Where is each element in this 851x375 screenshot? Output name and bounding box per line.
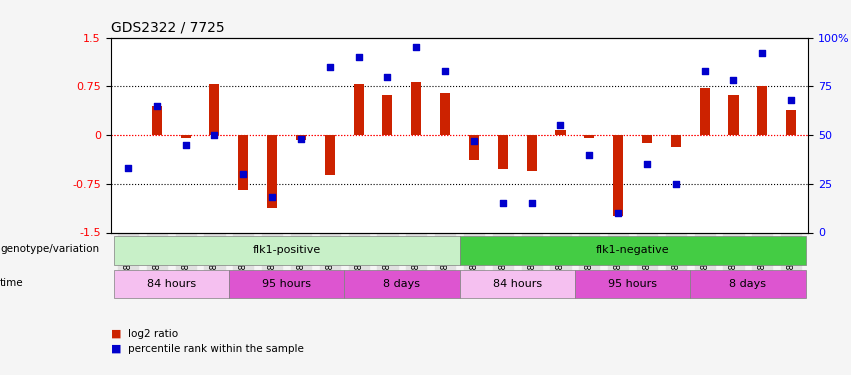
FancyBboxPatch shape	[690, 270, 806, 298]
FancyBboxPatch shape	[113, 236, 460, 265]
Point	[323, 64, 337, 70]
Bar	[700, 88, 710, 135]
FancyBboxPatch shape	[460, 270, 575, 298]
Point	[756, 50, 769, 56]
Bar	[728, 95, 739, 135]
Point	[237, 171, 250, 177]
Point	[554, 122, 568, 128]
Bar	[180, 135, 191, 138]
Point	[582, 152, 596, 157]
Text: GDS2322 / 7725: GDS2322 / 7725	[111, 21, 225, 35]
Bar	[527, 135, 537, 171]
Point	[266, 194, 279, 200]
Point	[785, 97, 798, 103]
Bar	[238, 135, 248, 190]
Text: flk1-negative: flk1-negative	[596, 245, 670, 255]
Point	[496, 200, 510, 206]
Point	[438, 68, 452, 74]
FancyBboxPatch shape	[344, 270, 460, 298]
Bar	[209, 84, 220, 135]
Point	[121, 165, 134, 171]
Point	[380, 74, 394, 80]
Point	[669, 181, 683, 187]
Bar	[382, 95, 392, 135]
Bar	[267, 135, 277, 208]
FancyBboxPatch shape	[113, 270, 229, 298]
Bar	[786, 110, 797, 135]
Text: 8 days: 8 days	[729, 279, 767, 289]
Text: 84 hours: 84 hours	[493, 279, 542, 289]
Text: 95 hours: 95 hours	[608, 279, 657, 289]
Text: genotype/variation: genotype/variation	[0, 244, 99, 254]
Bar	[757, 86, 768, 135]
FancyBboxPatch shape	[575, 270, 690, 298]
Point	[351, 54, 365, 60]
Text: ■: ■	[111, 329, 121, 339]
Bar	[469, 135, 479, 160]
Bar	[671, 135, 681, 147]
Bar	[556, 130, 566, 135]
Text: 95 hours: 95 hours	[262, 279, 311, 289]
Text: time: time	[0, 278, 24, 288]
Text: percentile rank within the sample: percentile rank within the sample	[128, 344, 304, 354]
Bar	[440, 93, 450, 135]
FancyBboxPatch shape	[460, 236, 806, 265]
Point	[150, 103, 163, 109]
Bar	[353, 84, 363, 135]
Text: log2 ratio: log2 ratio	[128, 329, 178, 339]
Bar	[411, 82, 421, 135]
Bar	[613, 135, 623, 216]
FancyBboxPatch shape	[229, 270, 344, 298]
Text: ■: ■	[111, 344, 121, 354]
Point	[727, 77, 740, 83]
Text: flk1-positive: flk1-positive	[253, 245, 321, 255]
Point	[640, 161, 654, 167]
Point	[208, 132, 221, 138]
Point	[409, 44, 423, 50]
Point	[698, 68, 711, 74]
Point	[294, 136, 308, 142]
Bar	[296, 135, 306, 140]
Bar	[642, 135, 652, 143]
Bar	[585, 135, 594, 138]
Bar	[151, 106, 162, 135]
Point	[179, 142, 192, 148]
Text: 84 hours: 84 hours	[146, 279, 196, 289]
Bar	[325, 135, 334, 175]
Bar	[498, 135, 508, 169]
Point	[611, 210, 625, 216]
Point	[467, 138, 481, 144]
Text: 8 days: 8 days	[383, 279, 420, 289]
Point	[525, 200, 539, 206]
